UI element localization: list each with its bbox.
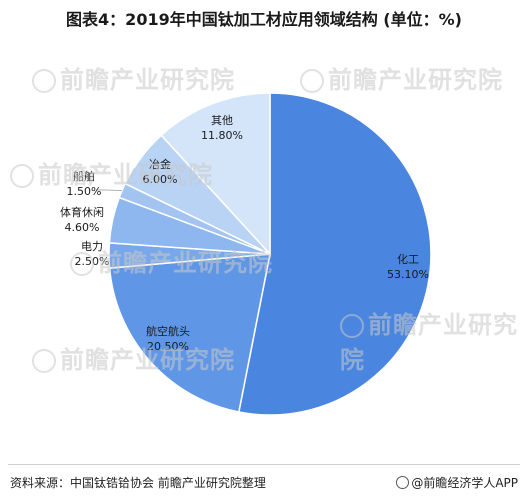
slice-category-label: 船舶 xyxy=(73,169,95,183)
watermark-logo-icon xyxy=(32,69,56,93)
brand-logo-icon xyxy=(396,476,410,489)
watermark-logo-icon xyxy=(340,314,364,338)
watermark-logo-icon xyxy=(70,252,94,276)
chart-title: 图表4：2019年中国钛加工材应用领域结构 (单位：%) xyxy=(66,10,462,29)
slice-category-label: 冶金 xyxy=(149,157,171,171)
slice-category-label: 体育休闲 xyxy=(60,205,104,219)
footer-divider xyxy=(8,464,520,465)
pie-slice xyxy=(237,92,432,416)
slice-category-label: 化工 xyxy=(397,252,419,266)
pie-chart: 化工53.10%航空航头20.50%电力2.50%体育休闲4.60%船舶1.50… xyxy=(60,92,432,416)
slice-category-label: 航空航头 xyxy=(146,324,190,338)
slice-value-label: 11.80% xyxy=(201,129,243,142)
slice-value-label: 6.00% xyxy=(143,173,178,186)
watermark: 前瞻产业研究院 xyxy=(300,60,503,95)
slice-value-label: 4.60% xyxy=(65,221,100,234)
pie-slice xyxy=(108,253,271,413)
watermark-logo-icon xyxy=(300,69,324,93)
slice-value-label: 20.50% xyxy=(147,340,189,353)
leader-line xyxy=(96,189,123,191)
watermark: 前瞻产业研究院 xyxy=(340,311,518,374)
watermark: 前瞻产业研究院 xyxy=(70,243,273,278)
watermark: 前瞻产业研究院 xyxy=(10,155,213,190)
brand-credit: @前瞻经济学人APP xyxy=(396,474,518,491)
source-note: 资料来源：中国钛锆铪协会 前瞻产业研究院整理 xyxy=(10,476,266,490)
watermark: 前瞻产业研究院 xyxy=(32,340,235,375)
watermark-logo-icon xyxy=(32,349,56,373)
pie-slice xyxy=(160,92,271,256)
slice-value-label: 1.50% xyxy=(67,185,102,198)
watermark-logo-icon xyxy=(10,164,34,188)
watermark: 前瞻产业研究院 xyxy=(32,60,235,95)
slice-value-label: 53.10% xyxy=(387,268,429,281)
slice-category-label: 电力 xyxy=(81,240,103,253)
slice-category-label: 其他 xyxy=(211,114,233,127)
